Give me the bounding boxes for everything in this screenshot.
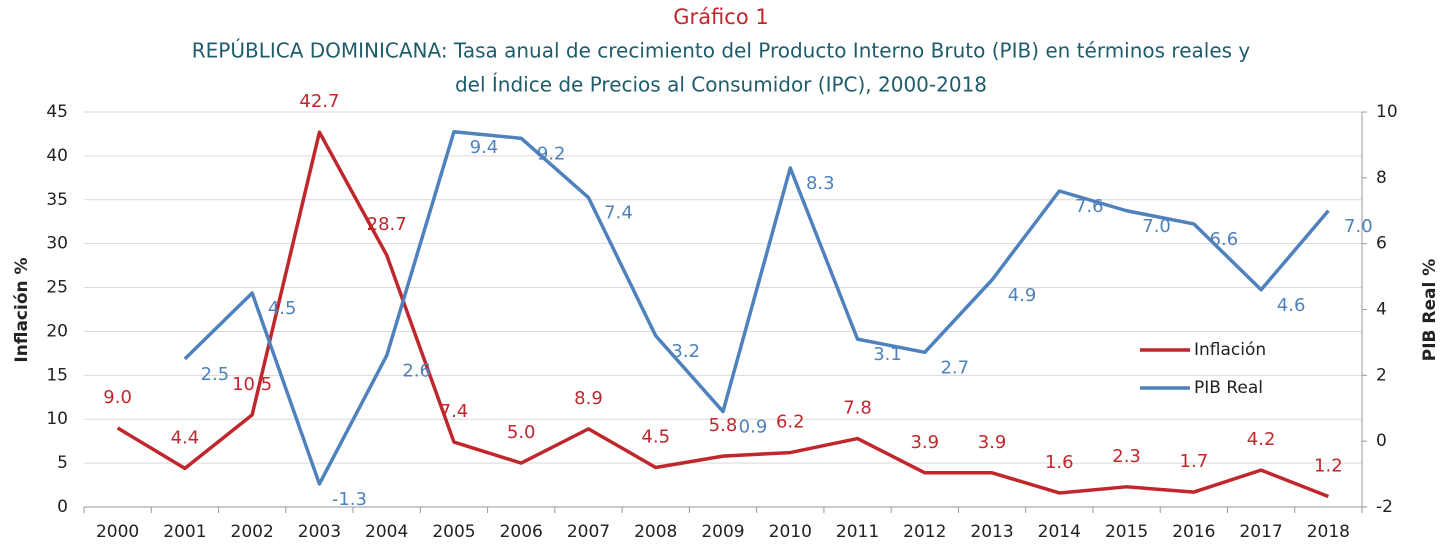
y-tick-label: 0	[57, 497, 68, 517]
y-tick-label: 15	[46, 365, 68, 385]
data-label: 8.9	[574, 388, 603, 409]
y2-tick-label: 8	[1376, 168, 1387, 188]
legend-label: Inflación	[1194, 340, 1266, 360]
x-tick-label: 2011	[836, 522, 879, 542]
data-label: 2.6	[402, 361, 431, 382]
chart-subtitle: del Índice de Precios al Consumidor (IPC…	[455, 73, 987, 97]
data-label: 4.2	[1247, 429, 1276, 450]
data-label: 2.7	[940, 357, 969, 378]
y2-tick-label: 2	[1376, 365, 1387, 385]
y-tick-label: 45	[46, 102, 68, 122]
chart-title: Gráfico 1	[673, 5, 768, 29]
y-axis-label: Inflación %	[12, 257, 32, 362]
x-tick-label: 2006	[500, 522, 543, 542]
x-tick-label: 2016	[1172, 522, 1215, 542]
data-label: 4.9	[1008, 285, 1037, 306]
y2-axis-label: PIB Real %	[1420, 259, 1440, 362]
data-label: 3.2	[671, 341, 700, 362]
y-tick-label: 25	[46, 278, 68, 298]
line-series	[116, 130, 1330, 499]
legend-label: PIB Real	[1194, 378, 1263, 398]
y-tick-label: 5	[57, 453, 68, 473]
data-label: 3.1	[873, 344, 902, 365]
x-tick-label: 2002	[231, 522, 274, 542]
data-label: 6.2	[776, 412, 805, 433]
data-label: 7.0	[1142, 216, 1171, 237]
y2-tick-label: 6	[1376, 234, 1387, 254]
x-tick-label: 2007	[567, 522, 610, 542]
y2-tick-label: 10	[1376, 102, 1398, 122]
data-label: 4.4	[171, 427, 200, 448]
data-label: 7.8	[843, 398, 872, 419]
x-tick-label: 2018	[1307, 522, 1350, 542]
line-series	[183, 130, 1330, 486]
data-label: 9.4	[470, 137, 499, 158]
x-tick-label: 2005	[432, 522, 475, 542]
y2-tick-label: 0	[1376, 431, 1387, 451]
data-label: 2.3	[1112, 446, 1141, 467]
chart-subtitle: REPÚBLICA DOMINICANA: Tasa anual de crec…	[192, 39, 1251, 63]
x-tick-label: 2017	[1239, 522, 1282, 542]
data-label: 28.7	[367, 214, 407, 235]
data-label: 42.7	[299, 91, 339, 112]
y-tick-label: 35	[46, 190, 68, 210]
x-tick-label: 2012	[903, 522, 946, 542]
data-label: 8.3	[806, 173, 835, 194]
data-label: 1.7	[1180, 451, 1209, 472]
x-tick-label: 2014	[1038, 522, 1081, 542]
x-tick-label: 2004	[365, 522, 408, 542]
data-label: 7.6	[1075, 196, 1104, 217]
data-label: 0.9	[739, 417, 768, 438]
y2-tick-label: 4	[1376, 300, 1387, 320]
data-label: 3.9	[910, 432, 939, 453]
data-label: 7.4	[440, 401, 469, 422]
x-tick-label: 2001	[163, 522, 206, 542]
data-label: 3.9	[978, 432, 1007, 453]
y-tick-label: 10	[46, 409, 68, 429]
data-label: 6.6	[1210, 229, 1239, 250]
data-label: 5.8	[709, 415, 738, 436]
data-label: 4.6	[1277, 295, 1306, 316]
x-tick-label: 2003	[298, 522, 341, 542]
x-tick-label: 2000	[96, 522, 139, 542]
y2-tick-label: -2	[1376, 497, 1393, 517]
data-label: 2.5	[201, 364, 230, 385]
x-tick-label: 2008	[634, 522, 677, 542]
data-label: 1.2	[1314, 455, 1343, 476]
x-tick-label: 2015	[1105, 522, 1148, 542]
y-tick-label: 40	[46, 146, 68, 166]
data-label: 7.4	[604, 203, 633, 224]
data-label: 7.0	[1344, 216, 1373, 237]
data-label: -1.3	[332, 489, 367, 510]
x-tick-label: 2009	[701, 522, 744, 542]
x-tick-label: 2013	[970, 522, 1013, 542]
x-tick-label: 2010	[769, 522, 812, 542]
data-label: 9.2	[537, 143, 566, 164]
data-label: 4.5	[641, 427, 670, 448]
data-label: 4.5	[268, 298, 297, 319]
data-label: 1.6	[1045, 452, 1074, 473]
data-label: 9.0	[103, 387, 132, 408]
y-tick-label: 20	[46, 321, 68, 341]
y-tick-label: 30	[46, 234, 68, 254]
data-label: 10.5	[232, 374, 272, 395]
data-label: 5.0	[507, 422, 536, 443]
